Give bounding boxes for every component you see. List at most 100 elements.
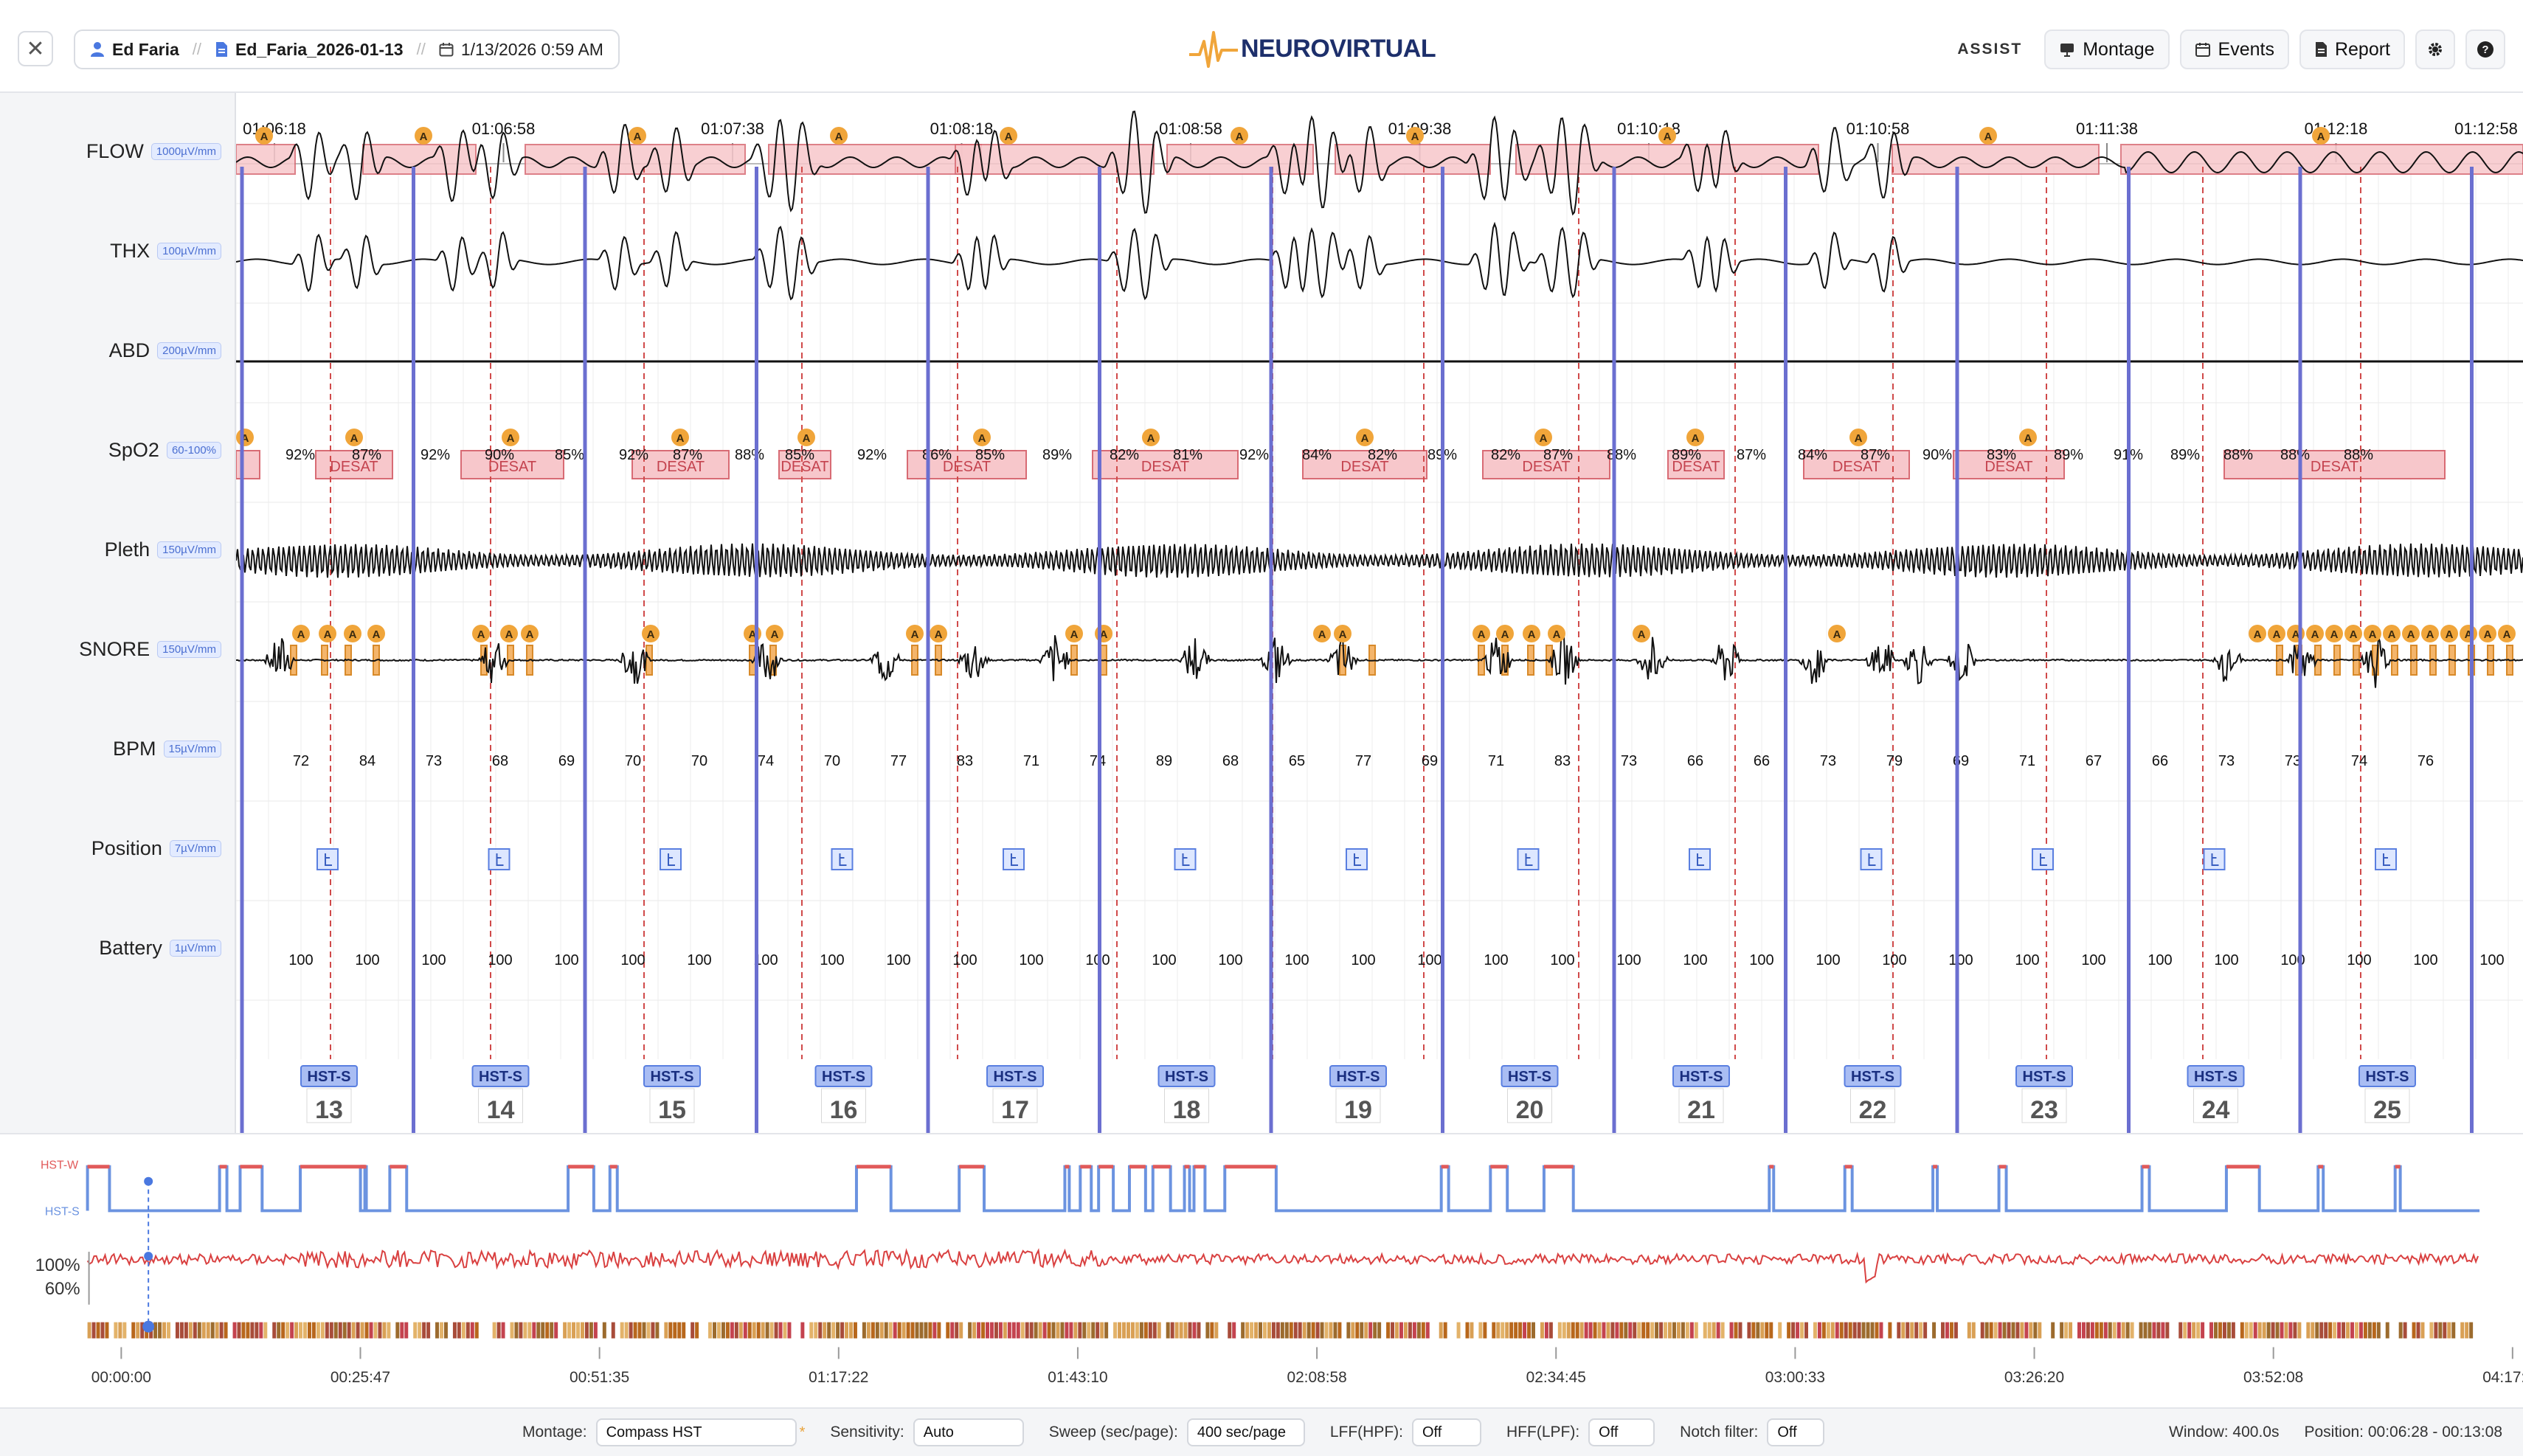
event-badge[interactable]: A <box>521 625 539 642</box>
event-badge[interactable]: A <box>2344 625 2362 642</box>
sweep-select[interactable]: 400 sec/page <box>1186 1418 1305 1446</box>
settings-button[interactable] <box>2415 30 2455 69</box>
lff-select[interactable]: Off <box>1412 1418 1481 1446</box>
channel-label-spo2[interactable]: SpO2 60-100% <box>108 439 221 462</box>
event-badge[interactable]: A <box>2312 127 2330 145</box>
event-badge[interactable]: A <box>1142 429 1160 446</box>
channel-label-snore[interactable]: SNORE 150µV/mm <box>79 638 221 661</box>
channel-scale-badge[interactable]: 60-100% <box>166 442 221 459</box>
sensitivity-select[interactable]: Auto <box>913 1418 1024 1446</box>
event-badge[interactable]: A <box>2249 625 2266 642</box>
position-handle[interactable] <box>144 1252 153 1261</box>
event-badge[interactable]: A <box>2440 625 2458 642</box>
apnea-event[interactable] <box>1515 144 1819 175</box>
event-badge[interactable]: A <box>1065 625 1083 642</box>
position-icon[interactable] <box>488 848 511 870</box>
event-badge[interactable]: A <box>1534 429 1552 446</box>
event-badge[interactable]: A <box>2421 625 2439 642</box>
event-badge[interactable]: A <box>766 625 783 642</box>
channel-label-pleth[interactable]: Pleth 150µV/mm <box>105 538 221 561</box>
apnea-event[interactable] <box>768 144 982 175</box>
epoch-label[interactable]: HST-S 25 <box>2358 1065 2416 1124</box>
position-icon[interactable] <box>316 848 339 870</box>
event-badge[interactable]: A <box>236 429 254 446</box>
event-badge[interactable]: A <box>1356 429 1374 446</box>
event-badge[interactable]: A <box>502 429 519 446</box>
event-badge[interactable]: A <box>2460 625 2477 642</box>
channel-label-bpm[interactable]: BPM 15µV/mm <box>113 738 221 760</box>
help-button[interactable]: ? <box>2465 30 2505 69</box>
event-badge[interactable]: A <box>2498 625 2516 642</box>
desat-event[interactable] <box>1803 450 1910 479</box>
channel-label-flow[interactable]: FLOW 1000µV/mm <box>86 140 221 163</box>
desat-event[interactable] <box>460 450 564 479</box>
epoch-label[interactable]: HST-S 23 <box>2015 1065 2073 1124</box>
apnea-event[interactable] <box>955 144 1155 175</box>
event-badge[interactable]: A <box>2268 625 2285 642</box>
desat-event[interactable] <box>1302 450 1427 479</box>
event-badge[interactable]: A <box>1472 625 1490 642</box>
event-badge[interactable]: A <box>930 625 947 642</box>
montage-select[interactable]: Compass HST <box>595 1418 797 1446</box>
event-badge[interactable]: A <box>906 625 924 642</box>
desat-event[interactable] <box>778 450 831 479</box>
epoch-label[interactable]: HST-S 17 <box>986 1065 1044 1124</box>
channel-scale-badge[interactable]: 150µV/mm <box>157 641 221 658</box>
epoch-label[interactable]: HST-S 18 <box>1157 1065 1216 1124</box>
breadcrumb-study[interactable]: Ed_Faria_2026-01-13 <box>215 40 404 60</box>
desat-event[interactable] <box>2223 450 2446 479</box>
event-badge[interactable]: A <box>255 127 273 145</box>
position-icon[interactable] <box>831 848 854 870</box>
event-badge[interactable]: A <box>292 625 310 642</box>
event-badge[interactable]: A <box>1496 625 1514 642</box>
event-badge[interactable]: A <box>319 625 336 642</box>
position-icon[interactable] <box>2032 848 2054 870</box>
desat-event[interactable] <box>1482 450 1610 479</box>
event-badge[interactable]: A <box>1828 625 1846 642</box>
epoch-label[interactable]: HST-S 24 <box>2187 1065 2245 1124</box>
position-handle[interactable] <box>144 1176 153 1186</box>
epoch-label[interactable]: HST-S 16 <box>814 1065 873 1124</box>
event-badge[interactable]: A <box>345 429 363 446</box>
position-icon[interactable] <box>1003 848 1025 870</box>
event-badge[interactable]: A <box>1406 127 1424 145</box>
apnea-event[interactable] <box>1166 144 1314 175</box>
event-badge[interactable]: A <box>472 625 490 642</box>
apnea-event[interactable] <box>236 144 296 175</box>
breadcrumb-patient[interactable]: Ed Faria <box>90 40 179 60</box>
desat-event[interactable] <box>1667 450 1725 479</box>
event-badge[interactable]: A <box>1334 625 1352 642</box>
event-badge[interactable]: A <box>367 625 385 642</box>
event-badge[interactable]: A <box>415 127 432 145</box>
desat-event[interactable] <box>236 450 260 479</box>
event-badge[interactable]: A <box>1658 127 1676 145</box>
event-badge[interactable]: A <box>830 127 848 145</box>
notch-select[interactable]: Off <box>1767 1418 1825 1446</box>
event-badge[interactable]: A <box>1633 625 1650 642</box>
montage-button[interactable]: Montage <box>2044 30 2170 69</box>
epoch-label[interactable]: HST-S 19 <box>1329 1065 1387 1124</box>
event-badge[interactable]: A <box>1231 127 1248 145</box>
epoch-label[interactable]: HST-S 14 <box>471 1065 530 1124</box>
position-icon[interactable] <box>1174 848 1197 870</box>
event-badge[interactable]: A <box>2402 625 2420 642</box>
position-icon[interactable] <box>660 848 682 870</box>
channel-scale-badge[interactable]: 200µV/mm <box>157 342 221 359</box>
hff-select[interactable]: Off <box>1588 1418 1655 1446</box>
report-button[interactable]: Report <box>2299 30 2405 69</box>
epoch-label[interactable]: HST-S 22 <box>1844 1065 1902 1124</box>
epoch-label[interactable]: HST-S 20 <box>1501 1065 1559 1124</box>
event-badge[interactable]: A <box>2479 625 2496 642</box>
position-handle[interactable] <box>142 1320 155 1333</box>
apnea-event[interactable] <box>1892 144 2100 175</box>
event-badge[interactable]: A <box>744 625 761 642</box>
position-icon[interactable] <box>1517 848 1540 870</box>
channel-scale-badge[interactable]: 7µV/mm <box>169 840 221 857</box>
epoch-label[interactable]: HST-S 15 <box>643 1065 701 1124</box>
event-badge[interactable]: A <box>1849 429 1867 446</box>
apnea-event[interactable] <box>525 144 746 175</box>
event-badge[interactable]: A <box>629 127 646 145</box>
event-badge[interactable]: A <box>1095 625 1112 642</box>
overview-panel[interactable]: HST-W HST-S 100% 60% 00:00:00 00:25:47 00:51:3… <box>0 1133 2523 1407</box>
event-badge[interactable]: A <box>1523 625 1540 642</box>
